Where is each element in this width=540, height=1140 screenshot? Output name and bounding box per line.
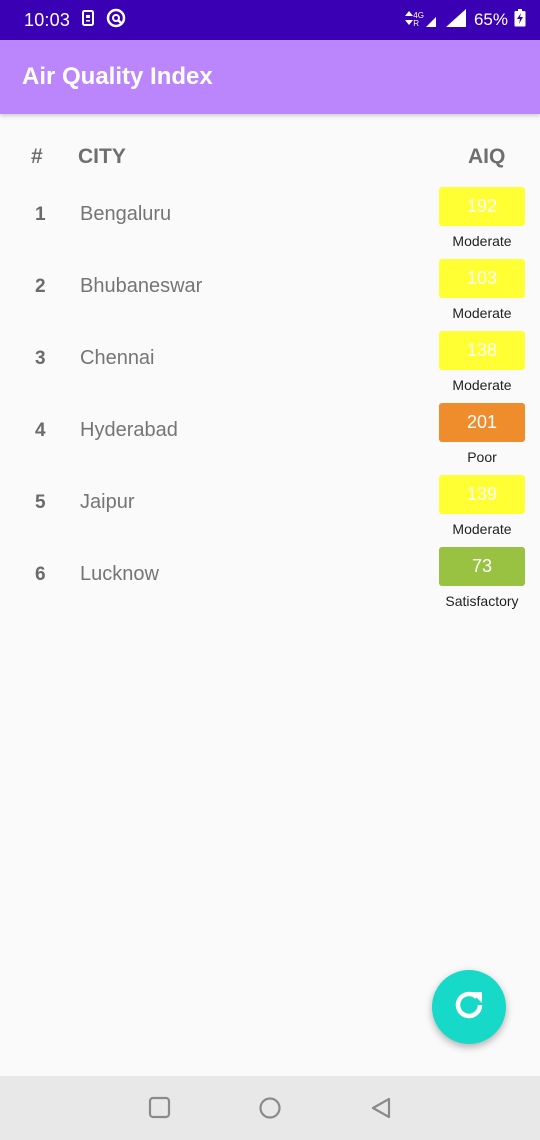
city-row[interactable]: 3 Chennai 138 Moderate [0, 330, 540, 402]
back-icon [371, 1097, 391, 1119]
refresh-icon [449, 985, 489, 1030]
header-city: CITY [78, 145, 126, 168]
row-city: Jaipur [80, 491, 135, 513]
city-row[interactable]: 1 Bengaluru 192 Moderate [0, 186, 540, 258]
app-bar: Air Quality Index [0, 40, 540, 114]
signal-icon [425, 9, 446, 32]
network-type-label: 4G [413, 11, 424, 20]
row-rank: 6 [35, 564, 46, 585]
recents-icon [148, 1096, 171, 1119]
aqi-badge: 201 [439, 403, 525, 442]
signal-icon-2 [445, 8, 466, 32]
row-city: Hyderabad [80, 419, 178, 441]
aqi-category: Moderate [452, 521, 512, 537]
row-rank: 4 [35, 420, 46, 441]
status-right: 4G R 65% [405, 8, 526, 32]
aqi-badge: 192 [439, 187, 525, 226]
row-city: Lucknow [80, 563, 159, 585]
row-rank: 5 [35, 492, 46, 513]
battery-percent: 65% [473, 10, 508, 29]
row-rank: 2 [35, 276, 46, 297]
row-city: Chennai [80, 347, 155, 369]
app-title: Air Quality Index [22, 63, 213, 90]
aqi-category: Moderate [452, 305, 512, 321]
aqi-category: Moderate [452, 233, 512, 249]
city-row[interactable]: 4 Hyderabad 201 Poor [0, 402, 540, 474]
aqi-category: Poor [467, 449, 497, 465]
status-bar: 10:03 4G R [0, 0, 540, 40]
aqi-badge: 73 [439, 547, 525, 586]
city-row[interactable]: 6 Lucknow 73 Satisfactory [0, 546, 540, 618]
row-city: Bengaluru [80, 203, 172, 225]
status-time: 10:03 [24, 9, 71, 30]
battery-charging-icon [514, 8, 526, 32]
recents-button[interactable] [148, 1096, 172, 1120]
aqi-category: Moderate [452, 377, 512, 393]
sim-notification-icon [82, 9, 95, 31]
list-header: # CITY AIQ [0, 140, 540, 174]
refresh-button[interactable] [432, 970, 506, 1044]
back-button[interactable] [369, 1096, 393, 1120]
aqi-badge: 103 [439, 259, 525, 298]
data-arrows-icon [405, 10, 414, 30]
city-row[interactable]: 5 Jaipur 139 Moderate [0, 474, 540, 546]
home-icon [259, 1097, 281, 1119]
data-saver-icon [106, 8, 126, 33]
row-rank: 1 [35, 204, 46, 225]
city-row[interactable]: 2 Bhubaneswar 103 Moderate [0, 258, 540, 330]
roaming-label: R [413, 19, 420, 28]
network-type: 4G R [413, 12, 424, 28]
home-button[interactable] [258, 1096, 282, 1120]
aqi-badge: 138 [439, 331, 525, 370]
city-list: 1 Bengaluru 192 Moderate 2 Bhubaneswar 1… [0, 186, 540, 618]
header-number: # [31, 145, 43, 168]
row-rank: 3 [35, 348, 46, 369]
row-city: Bhubaneswar [80, 275, 203, 297]
aqi-badge: 139 [439, 475, 525, 514]
aqi-category: Satisfactory [445, 593, 519, 609]
header-aqi: AIQ [468, 145, 506, 168]
navigation-bar [0, 1076, 540, 1140]
